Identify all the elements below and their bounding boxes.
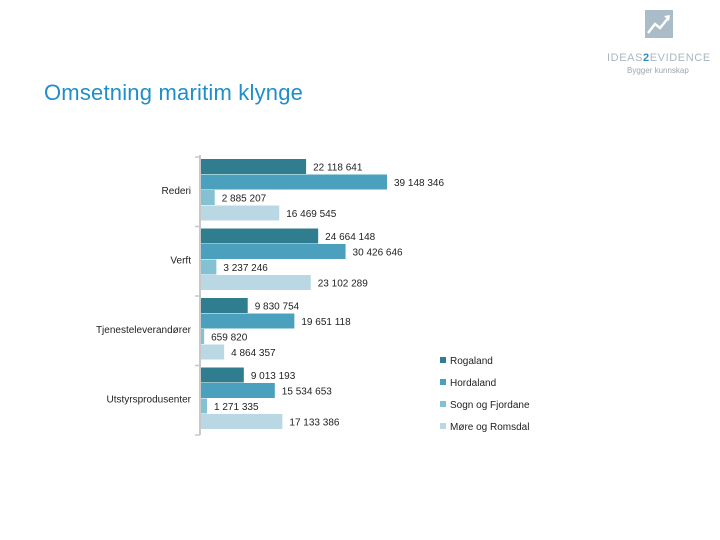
data-label: 24 664 148 <box>325 232 375 243</box>
bar <box>201 298 248 313</box>
legend-label: Møre og Romsdal <box>450 422 529 433</box>
data-label: 22 118 641 <box>313 163 363 174</box>
legend-swatch <box>440 401 446 407</box>
bar <box>201 398 208 414</box>
category-label: Verft <box>170 256 191 267</box>
data-label: 39 148 346 <box>394 178 444 189</box>
logo-wordmark: IDEAS2EVIDENCE <box>607 52 711 64</box>
legend-label: Rogaland <box>450 356 493 367</box>
bar <box>201 228 319 244</box>
data-label: 659 820 <box>211 333 248 344</box>
data-label: 9 830 754 <box>255 302 300 313</box>
bar <box>201 190 215 205</box>
page-title: Omsetning maritim klynge <box>44 80 304 105</box>
company-logo: IDEAS2EVIDENCE Bygger kunnskap <box>607 8 717 78</box>
legend-swatch <box>440 357 446 363</box>
bar <box>201 275 311 290</box>
data-label: 4 864 357 <box>231 348 276 359</box>
data-label: 17 133 386 <box>289 418 339 429</box>
data-label: 1 271 335 <box>214 402 259 413</box>
logo-tagline: Bygger kunnskap <box>627 66 689 75</box>
legend-label: Sogn og Fjordane <box>450 400 530 411</box>
legend-label: Hordaland <box>450 378 496 389</box>
data-label: 2 885 207 <box>222 194 267 205</box>
bar <box>201 259 217 275</box>
bar <box>201 174 387 190</box>
trend-up-logo-icon <box>645 10 673 38</box>
bar <box>201 205 280 221</box>
bar <box>201 159 307 174</box>
data-label: 23 102 289 <box>318 279 368 290</box>
bar <box>201 329 205 344</box>
data-label: 9 013 193 <box>251 371 296 382</box>
bar <box>201 313 295 329</box>
data-label: 19 651 118 <box>301 317 351 328</box>
bar <box>201 244 346 259</box>
category-label: Utstyrsprodusenter <box>107 395 192 406</box>
bar <box>201 414 283 429</box>
bar <box>201 383 275 398</box>
data-label: 15 534 653 <box>282 387 332 398</box>
legend-swatch <box>440 423 446 429</box>
category-label: Rederi <box>162 186 191 197</box>
category-label: Tjenesteleverandører <box>96 325 192 336</box>
bar <box>201 344 225 360</box>
data-label: 16 469 545 <box>286 209 336 220</box>
data-label: 30 426 646 <box>353 248 403 259</box>
legend-swatch <box>440 379 446 385</box>
data-label: 3 237 246 <box>223 263 268 274</box>
bar <box>201 367 244 383</box>
